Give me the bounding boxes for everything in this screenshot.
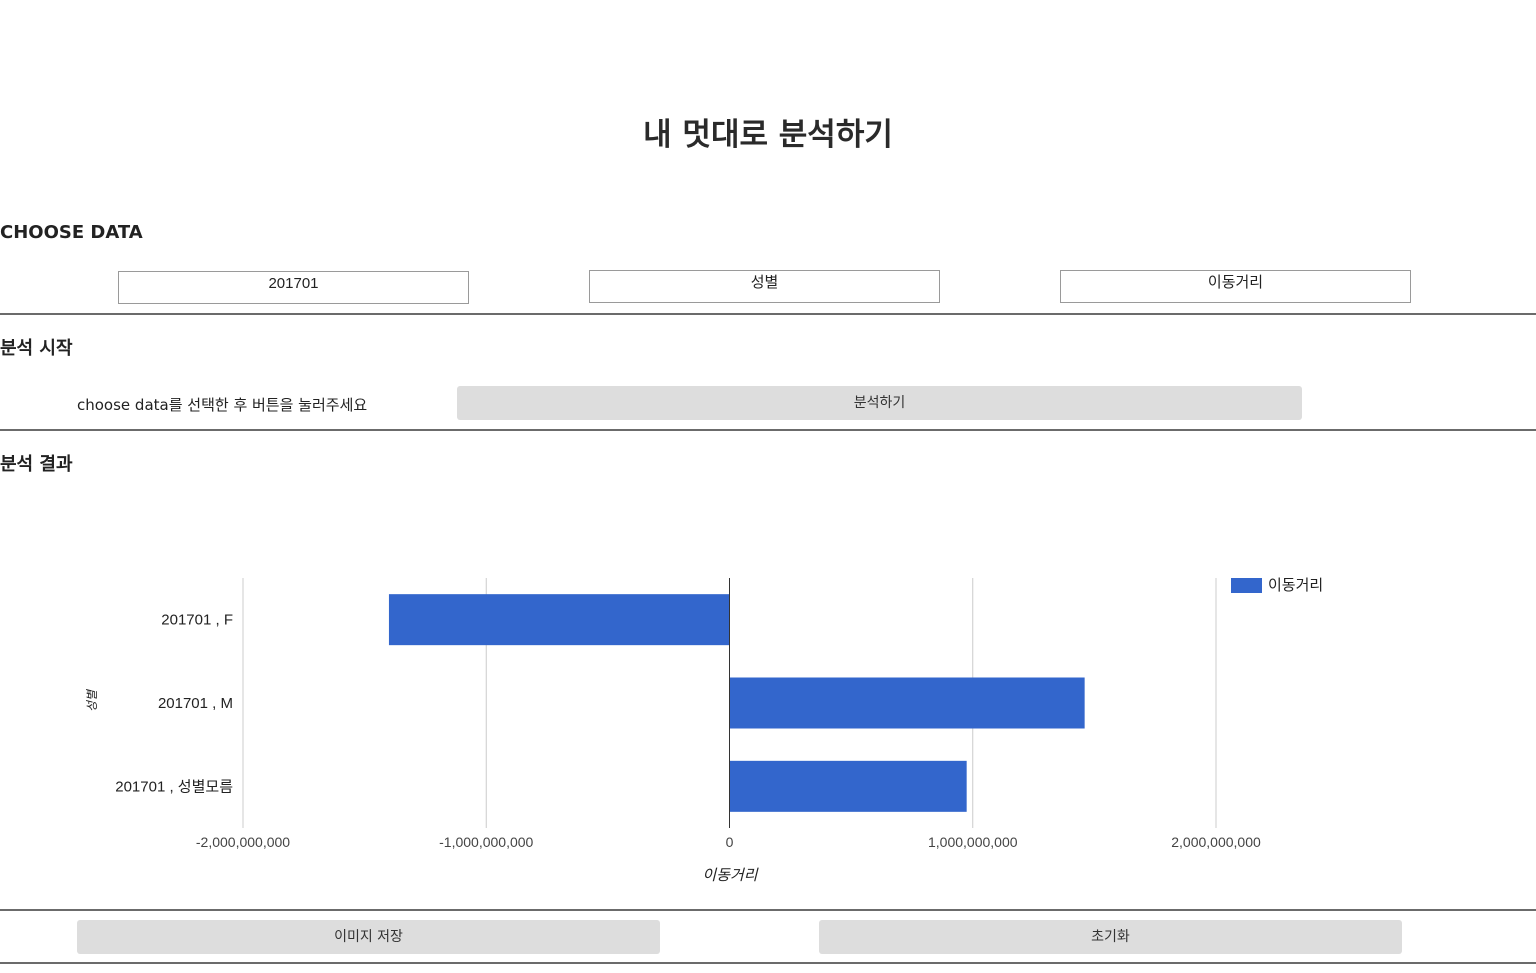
divider [0, 429, 1536, 431]
y-category-label: 201701 , 성별모름 [115, 778, 233, 795]
bar [388, 594, 730, 646]
result-chart: -2,000,000,000 -1,000,000,000 0 1,000,000,0… [85, 577, 1323, 884]
divider [0, 962, 1536, 964]
bars [388, 594, 1085, 812]
analyze-button[interactable]: 분석하기 [457, 386, 1302, 420]
legend: 이동거리 [1231, 577, 1323, 594]
analysis-start-heading: 분석 시작 [0, 338, 73, 359]
y-axis-title: 성별 [85, 689, 99, 712]
x-tick-labels: -2,000,000,000 -1,000,000,000 0 1,000,000,0… [196, 834, 1261, 850]
analysis-result-heading: 분석 결과 [0, 454, 73, 475]
save-image-button[interactable]: 이미지 저장 [77, 920, 660, 954]
bar [729, 677, 1085, 729]
x-axis-title: 이동거리 [702, 867, 758, 884]
y-category-label: 201701 , F [161, 612, 233, 629]
category-select[interactable]: 성별 [589, 270, 940, 303]
legend-label: 이동거리 [1268, 577, 1323, 594]
x-tick-label: 2,000,000,000 [1171, 834, 1261, 850]
legend-swatch [1231, 578, 1262, 593]
reset-button[interactable]: 초기화 [819, 920, 1402, 954]
x-tick-label: -2,000,000,000 [196, 834, 290, 850]
divider [0, 313, 1536, 315]
divider [0, 909, 1536, 911]
x-tick-label: 0 [726, 834, 734, 850]
month-select[interactable]: 201701 [118, 271, 469, 304]
instruction-text: choose data를 선택한 후 버튼을 눌러주세요 [77, 396, 368, 414]
metric-select[interactable]: 이동거리 [1060, 270, 1411, 303]
y-category-labels: 201701 , F 201701 , M 201701 , 성별모름 [115, 612, 233, 796]
y-category-label: 201701 , M [158, 695, 233, 712]
bar [729, 760, 967, 812]
x-tick-label: -1,000,000,000 [439, 834, 533, 850]
x-tick-label: 1,000,000,000 [928, 834, 1018, 850]
choose-data-heading: CHOOSE DATA [0, 222, 143, 243]
page-title: 내 멋대로 분석하기 [643, 117, 893, 153]
